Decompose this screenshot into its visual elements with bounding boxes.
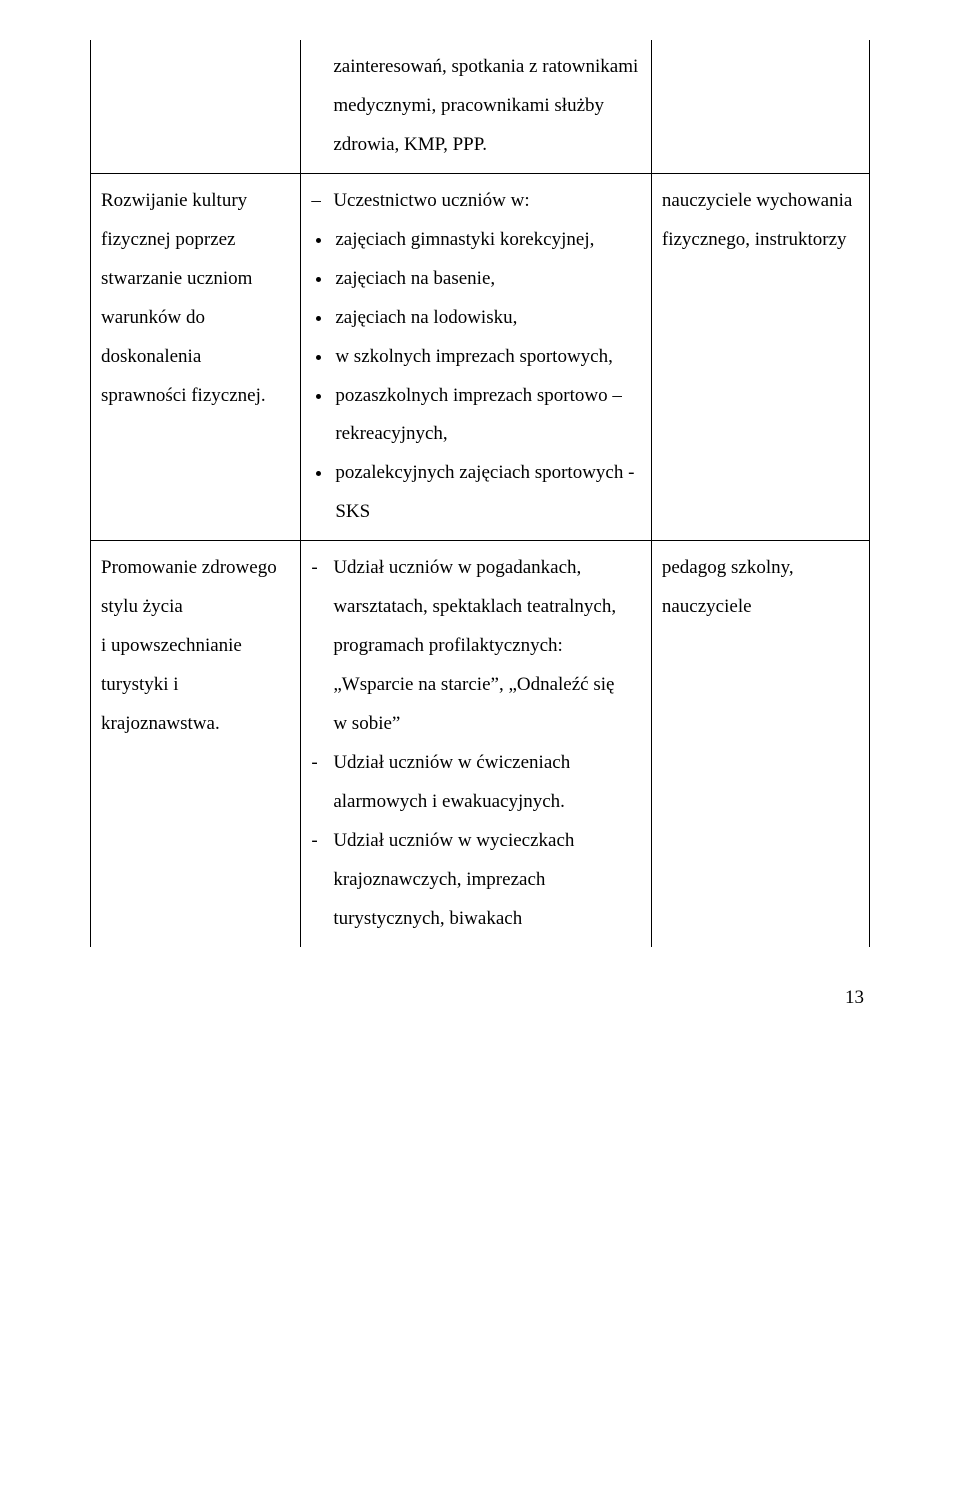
dash-item: Udział uczniów w wycieczkach krajoznawcz… [311, 822, 641, 939]
bullet-item: zajęciach na lodowisku, [333, 299, 641, 338]
objective-text: Promowanie zdrowego stylu życia i upowsz… [101, 557, 277, 734]
page-number: 13 [90, 947, 870, 1009]
cell-empty-right [651, 40, 869, 173]
responsible-text: pedagog szkolny, nauczyciele [662, 557, 794, 617]
bullet-list: zajęciach gimnastyki korekcyjnej, zajęci… [311, 221, 641, 533]
cell-responsible: nauczyciele wychowania fizycznego, instr… [651, 173, 869, 540]
cell-responsible: pedagog szkolny, nauczyciele [651, 541, 869, 947]
cell-activities: Udział uczniów w pogadankach, warsztatac… [301, 541, 652, 947]
bullet-item: w szkolnych imprezach sportowych, [333, 338, 641, 377]
cell-objective: Rozwijanie kultury fizycznej poprzez stw… [91, 173, 301, 540]
dash-item: Udział uczniów w ćwiczeniach alarmowych … [311, 744, 641, 822]
dash-item: Uczestnictwo uczniów w: [311, 182, 641, 221]
responsible-text: nauczyciele wychowania fizycznego, instr… [662, 190, 852, 250]
cell-empty-left [91, 40, 301, 173]
dash-list: Uczestnictwo uczniów w: [311, 182, 641, 221]
cell-activities: Uczestnictwo uczniów w: zajęciach gimnas… [301, 173, 652, 540]
bullet-item: zajęciach gimnastyki korekcyjnej, [333, 221, 641, 260]
cell-objective: Promowanie zdrowego stylu życia i upowsz… [91, 541, 301, 947]
dash-item: Udział uczniów w pogadankach, warsztatac… [311, 549, 641, 744]
bullet-item: pozaszkolnych imprezach sportowo – rekre… [333, 377, 641, 455]
cell-continuation: zainteresowań, spotkania z ratownikami m… [301, 40, 652, 173]
content-table: zainteresowań, spotkania z ratownikami m… [90, 40, 870, 947]
continuation-text: zainteresowań, spotkania z ratownikami m… [311, 48, 641, 165]
dash-list: Udział uczniów w pogadankach, warsztatac… [311, 549, 641, 938]
table-row: Promowanie zdrowego stylu życia i upowsz… [91, 541, 870, 947]
dash-lead: Uczestnictwo uczniów w: [333, 190, 529, 211]
table-row: zainteresowań, spotkania z ratownikami m… [91, 40, 870, 173]
bullet-item: pozalekcyjnych zajęciach sportowych - SK… [333, 454, 641, 532]
table-row: Rozwijanie kultury fizycznej poprzez stw… [91, 173, 870, 540]
bullet-item: zajęciach na basenie, [333, 260, 641, 299]
objective-text: Rozwijanie kultury fizycznej poprzez stw… [101, 190, 266, 406]
